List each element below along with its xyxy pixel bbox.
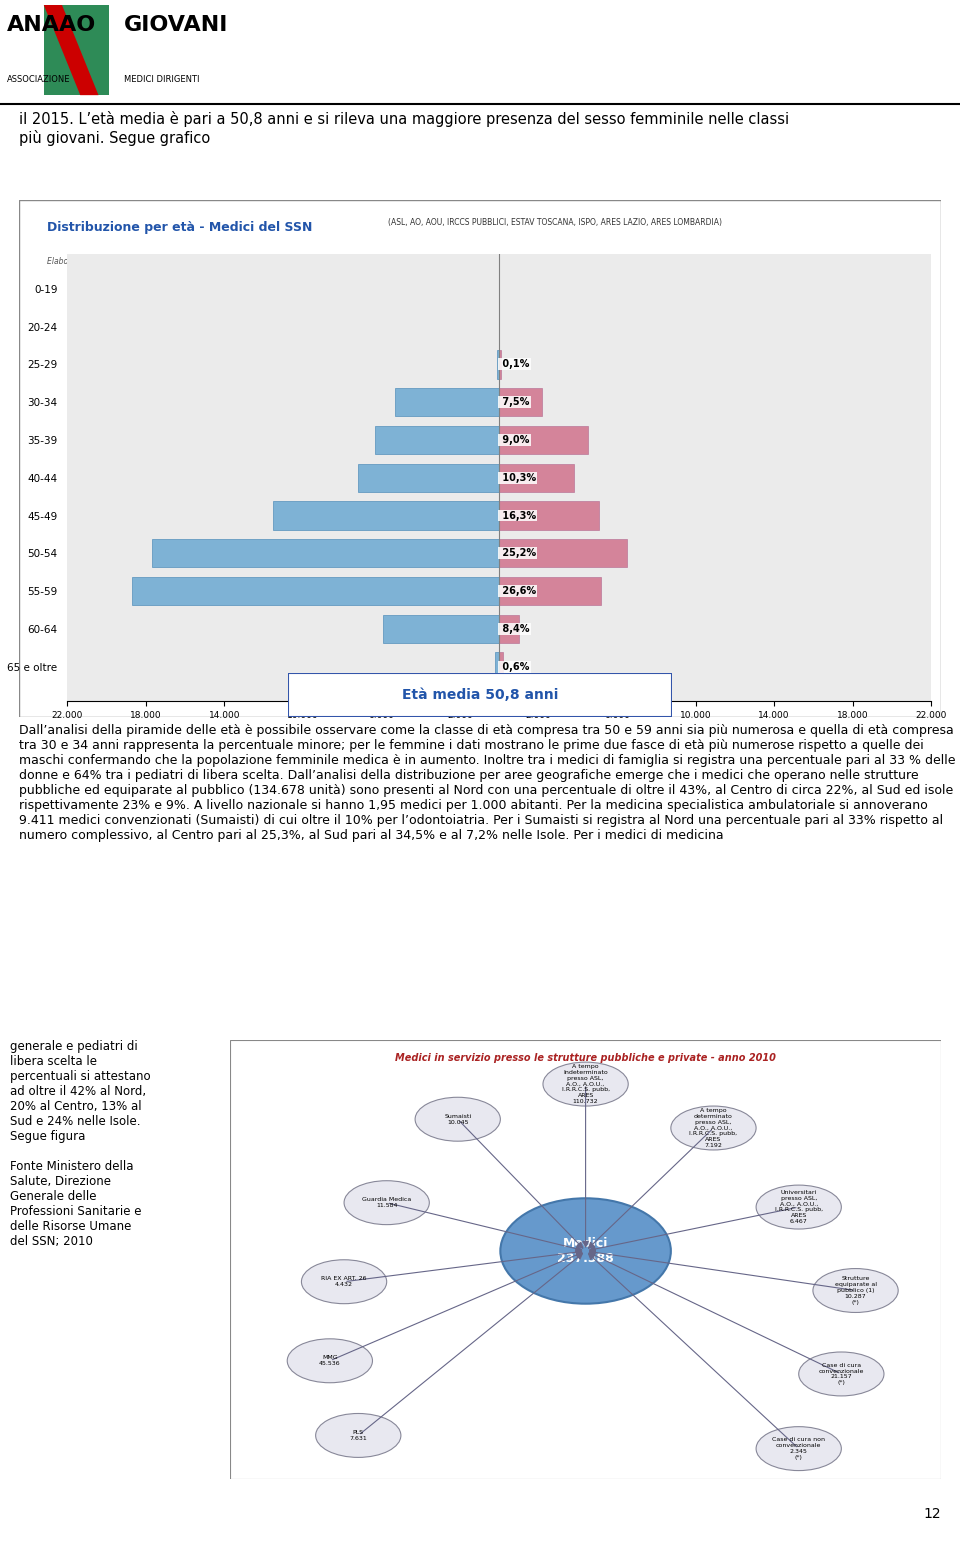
Bar: [396, 388, 499, 416]
Ellipse shape: [813, 1268, 899, 1313]
Polygon shape: [44, 5, 99, 96]
Text: Elaborazioni su dati del conto annuale - Tab. 8: Elaborazioni su dati del conto annuale -…: [47, 257, 224, 267]
Bar: [499, 501, 599, 530]
Text: ANAAO: ANAAO: [8, 15, 97, 35]
Bar: [495, 652, 499, 681]
Bar: [132, 576, 499, 606]
Text: Dall’analisi della piramide delle età è possibile osservare come la classe di et: Dall’analisi della piramide delle età è …: [19, 724, 956, 843]
Ellipse shape: [316, 1413, 401, 1458]
Text: Età media 50,8 anni: Età media 50,8 anni: [402, 687, 558, 703]
Text: 0,1%: 0,1%: [499, 359, 530, 370]
Text: Guardia Medica
11.584: Guardia Medica 11.584: [362, 1197, 411, 1208]
Text: PLS
7.631: PLS 7.631: [349, 1430, 367, 1441]
Bar: [274, 501, 499, 530]
Text: Case di cura non
convenzionale
2.345
(*): Case di cura non convenzionale 2.345 (*): [772, 1438, 826, 1459]
Bar: [499, 388, 542, 416]
Ellipse shape: [799, 1351, 884, 1396]
Text: Case di cura
convenzionale
21.157
(*): Case di cura convenzionale 21.157 (*): [819, 1362, 864, 1385]
Text: 8,4%: 8,4%: [499, 624, 530, 633]
Bar: [314, 277, 351, 299]
Bar: [375, 425, 499, 455]
Ellipse shape: [756, 1427, 841, 1470]
Bar: [499, 464, 574, 492]
Text: 12: 12: [924, 1507, 941, 1521]
Bar: [480, 277, 516, 299]
Circle shape: [500, 1199, 671, 1304]
Text: RIA EX ART. 26
4.432: RIA EX ART. 26 4.432: [322, 1276, 367, 1287]
Ellipse shape: [543, 1062, 628, 1106]
Ellipse shape: [415, 1097, 500, 1142]
Text: A tempo
Indeterminato
presso ASL,
A.O., A.O.U.,
I.R.R.C.S. pubb,
ARES
110.732: A tempo Indeterminato presso ASL, A.O., …: [562, 1065, 610, 1103]
Text: 2010: 2010: [743, 294, 789, 313]
Bar: [152, 539, 499, 567]
Text: Uomini: Uomini: [360, 280, 396, 291]
FancyBboxPatch shape: [19, 200, 941, 717]
Text: generale e pediatri di
libera scelta le
percentuali si attestano
ad oltre il 42%: generale e pediatri di libera scelta le …: [10, 1040, 150, 1248]
Ellipse shape: [671, 1106, 756, 1150]
Ellipse shape: [301, 1261, 387, 1304]
Text: 9,0%: 9,0%: [499, 435, 530, 445]
Text: 16,3%: 16,3%: [499, 510, 537, 521]
Text: Strutture
equiparate al
pubblico (1)
10.287
(*): Strutture equiparate al pubblico (1) 10.…: [834, 1276, 876, 1305]
Bar: [358, 464, 499, 492]
Bar: [499, 615, 518, 643]
Bar: [497, 350, 499, 379]
Text: 25,2%: 25,2%: [499, 549, 537, 558]
FancyBboxPatch shape: [44, 5, 109, 96]
Text: MEDICI DIRIGENTI: MEDICI DIRIGENTI: [124, 76, 200, 85]
Bar: [499, 652, 503, 681]
Text: A tempo
determinato
presso ASL,
A.O., A.O.U.,
I.R.R.C.S. pubb,
ARES
7.192: A tempo determinato presso ASL, A.O., A.…: [689, 1108, 737, 1148]
Bar: [499, 576, 601, 606]
Text: MMG
45.536: MMG 45.536: [319, 1356, 341, 1367]
Text: Universitari
presso ASL,
A.O., A.O.U.,
I.R.R.C.S. pubb,
ARES
6.467: Universitari presso ASL, A.O., A.O.U., I…: [775, 1190, 823, 1224]
Text: il 2015. L’età media è pari a 50,8 anni e si rileva una maggiore presenza del se: il 2015. L’età media è pari a 50,8 anni …: [19, 111, 789, 145]
FancyBboxPatch shape: [288, 673, 672, 717]
Ellipse shape: [287, 1339, 372, 1382]
Ellipse shape: [756, 1185, 841, 1230]
Text: ASSOCIAZIONE: ASSOCIAZIONE: [8, 76, 71, 85]
FancyBboxPatch shape: [230, 1040, 941, 1479]
Text: 0,6%: 0,6%: [499, 661, 530, 672]
Text: 7,5%: 7,5%: [499, 398, 530, 407]
Text: 10,3%: 10,3%: [499, 473, 537, 482]
Bar: [499, 425, 588, 455]
Text: Sumaisti
10.045: Sumaisti 10.045: [444, 1114, 471, 1125]
FancyBboxPatch shape: [692, 284, 839, 324]
Ellipse shape: [344, 1180, 429, 1225]
Text: Medici
237.388: Medici 237.388: [557, 1237, 614, 1265]
Text: (ASL, AO, AOU, IRCCS PUBBLICI, ESTAV TOSCANA, ISPO, ARES LAZIO, ARES LOMBARDIA): (ASL, AO, AOU, IRCCS PUBBLICI, ESTAV TOS…: [388, 219, 722, 228]
Text: 26,6%: 26,6%: [499, 586, 537, 596]
Text: Medici in servizio presso le strutture pubbliche e private - anno 2010: Medici in servizio presso le strutture p…: [396, 1054, 776, 1063]
Text: GIOVANI: GIOVANI: [124, 15, 228, 35]
Bar: [499, 350, 501, 379]
Bar: [383, 615, 499, 643]
Text: Distribuzione per età - Medici del SSN: Distribuzione per età - Medici del SSN: [47, 220, 312, 234]
Text: Donne: Donne: [526, 280, 560, 291]
Bar: [499, 539, 627, 567]
